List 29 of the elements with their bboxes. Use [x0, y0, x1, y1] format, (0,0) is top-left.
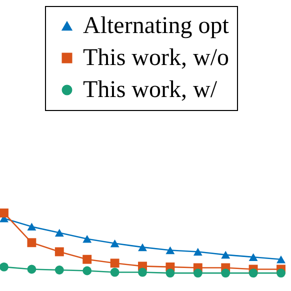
point [27, 264, 36, 274]
point [27, 222, 36, 231]
point [27, 238, 36, 248]
point [138, 243, 147, 252]
legend-label: This work, w/ [83, 77, 218, 103]
point [276, 268, 286, 278]
point [82, 254, 92, 264]
point [54, 247, 64, 256]
point [54, 266, 64, 274]
legend-label: Alternating opt [83, 13, 230, 39]
point [166, 246, 175, 254]
point [0, 208, 8, 218]
point [82, 266, 92, 276]
point [0, 262, 8, 272]
point [166, 268, 175, 278]
point [82, 234, 92, 243]
point [110, 240, 120, 248]
point [193, 248, 202, 256]
point [193, 268, 202, 278]
point [221, 250, 230, 259]
point [138, 268, 147, 277]
point [54, 228, 64, 237]
point [221, 268, 230, 278]
legend-label: This work, w/o [83, 45, 229, 71]
point [110, 268, 120, 277]
point [110, 258, 120, 268]
point [248, 268, 258, 278]
point [248, 253, 258, 261]
point [276, 255, 286, 264]
